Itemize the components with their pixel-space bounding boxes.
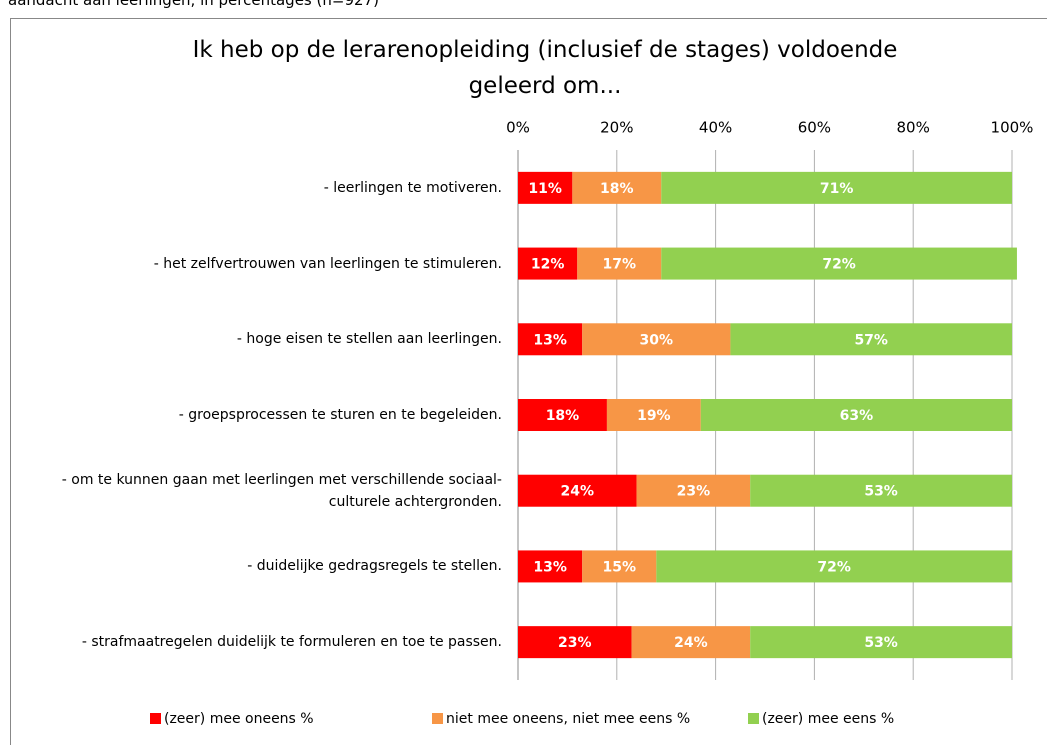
y-tick-text: - duidelijke gedragsregels te stellen.: [247, 558, 502, 575]
x-tick-label: 100%: [991, 119, 1034, 137]
bar-segment: [572, 171, 662, 204]
x-tick-label: 40%: [699, 119, 732, 137]
bar-segment: [518, 626, 632, 659]
value-label: 18%: [600, 181, 634, 197]
bar-segment: [518, 474, 637, 507]
legend-swatch: [150, 713, 161, 724]
bar-segment: [518, 171, 573, 204]
value-label: 23%: [558, 635, 592, 651]
value-label: 23%: [677, 484, 711, 500]
bar-segment: [700, 399, 1012, 431]
y-tick-text: - om te kunnen gaan met leerlingen met v…: [61, 471, 502, 510]
value-label: 18%: [546, 408, 580, 424]
value-label: 19%: [637, 408, 671, 424]
value-label: 13%: [533, 559, 567, 575]
value-label: 30%: [640, 332, 674, 348]
bar-segment: [518, 323, 583, 356]
bar-segment: [656, 550, 1012, 583]
chart-title: Ik heb op de lerarenopleiding (inclusief…: [192, 37, 898, 99]
value-label: 17%: [603, 257, 637, 273]
legend-swatch: [748, 713, 759, 724]
x-tick-label: 60%: [798, 119, 831, 137]
value-label: 53%: [864, 635, 898, 651]
value-label: 63%: [840, 408, 874, 424]
bar-segment: [730, 323, 1012, 356]
legend-label: niet mee oneens, niet mee eens %: [446, 711, 690, 727]
value-label: 11%: [528, 181, 562, 197]
chart-border: [10, 18, 1047, 745]
y-tick-label: - hoge eisen te stellen aan leerlingen.: [20, 309, 502, 369]
legend-swatch: [432, 713, 443, 724]
value-label: 12%: [531, 257, 565, 273]
bar-segment: [518, 247, 578, 280]
bar-segment: [661, 247, 1017, 280]
value-label: 72%: [822, 257, 856, 273]
y-tick-label: - leerlingen te motiveren.: [20, 158, 502, 218]
bar-segment: [631, 626, 751, 659]
value-label: 15%: [603, 559, 637, 575]
value-label: 72%: [817, 559, 851, 575]
value-label: 24%: [674, 635, 708, 651]
y-tick-label: - om te kunnen gaan met leerlingen met v…: [20, 461, 502, 521]
value-label: 71%: [820, 181, 854, 197]
y-tick-text: - hoge eisen te stellen aan leerlingen.: [236, 331, 502, 348]
x-tick-label: 0%: [506, 119, 530, 137]
value-label: 53%: [864, 484, 898, 500]
y-tick-text: - strafmaatregelen duidelijk te formuler…: [81, 634, 502, 651]
y-tick-label: - het zelfvertrouwen van leerlingen te s…: [20, 234, 502, 294]
bar-segment: [582, 323, 731, 356]
y-tick-label: - groepsprocessen te sturen en te begele…: [20, 385, 502, 445]
legend-label: (zeer) mee eens %: [762, 711, 894, 727]
bar-segment: [661, 171, 1012, 204]
y-tick-text: - het zelfvertrouwen van leerlingen te s…: [153, 255, 502, 272]
value-label: 57%: [854, 332, 888, 348]
y-tick-label: - strafmaatregelen duidelijk te formuler…: [20, 612, 502, 672]
bar-segment: [750, 474, 1012, 507]
bar-segment: [518, 399, 607, 431]
x-tick-label: 20%: [600, 119, 633, 137]
bar-segment: [518, 550, 583, 583]
legend-label: (zeer) mee oneens %: [164, 711, 314, 727]
y-tick-label: - duidelijke gedragsregels te stellen.: [20, 536, 502, 596]
bar-segment: [750, 626, 1012, 659]
y-tick-text: - leerlingen te motiveren.: [323, 179, 502, 196]
bar-segment: [577, 247, 662, 280]
value-label: 24%: [561, 484, 595, 500]
x-tick-label: 80%: [897, 119, 930, 137]
bar-segment: [582, 550, 657, 583]
bar-segment: [606, 399, 701, 431]
caption: aandacht aan leerlingen, in percentages …: [8, 0, 379, 9]
y-tick-text: - groepsprocessen te sturen en te begele…: [178, 407, 502, 423]
value-label: 13%: [533, 332, 567, 348]
bar-segment: [636, 474, 751, 507]
